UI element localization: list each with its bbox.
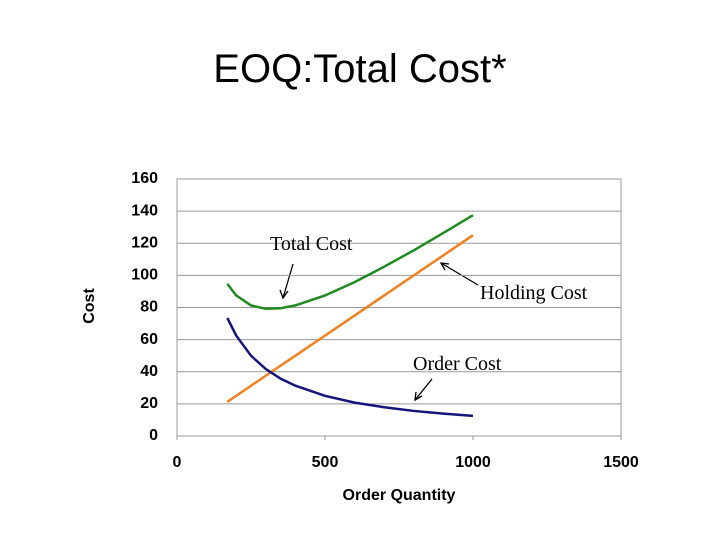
chart-title: EOQ:Total Cost* — [213, 47, 506, 91]
x-axis-title: Order Quantity — [343, 487, 456, 504]
series-line — [226, 214, 474, 311]
series-line — [226, 234, 474, 403]
y-tick-label: 0 — [149, 427, 158, 444]
annotation: Order Cost — [413, 353, 502, 375]
arrows — [279, 262, 479, 402]
x-tick-label: 0 — [173, 454, 182, 471]
x-tick-label: 1000 — [455, 454, 491, 471]
y-tick-label: 60 — [140, 331, 158, 348]
y-tick-label: 140 — [131, 202, 158, 219]
annotation: Total Cost — [270, 233, 353, 255]
x-tick-label: 1500 — [603, 454, 639, 471]
y-tick-label: 80 — [140, 299, 158, 316]
y-tick-label: 40 — [140, 363, 158, 380]
y-axis-title: Cost — [81, 288, 98, 324]
series-line — [226, 317, 474, 418]
y-tick-label: 160 — [131, 170, 158, 187]
x-tick-label: 500 — [312, 454, 339, 471]
annotation: Holding Cost — [480, 282, 588, 304]
y-tick-label: 20 — [140, 395, 158, 412]
y-tick-label: 120 — [131, 234, 158, 251]
y-tick-label: 100 — [131, 267, 158, 284]
